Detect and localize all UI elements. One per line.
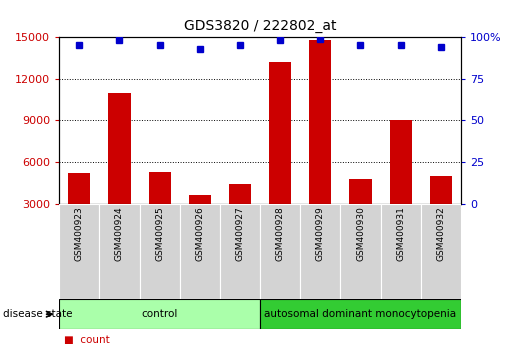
Bar: [430, 176, 452, 204]
Bar: [59, 204, 99, 299]
Title: GDS3820 / 222802_at: GDS3820 / 222802_at: [184, 19, 336, 33]
Bar: [260, 204, 300, 299]
Bar: [269, 62, 291, 204]
Bar: [99, 204, 140, 299]
Bar: [189, 195, 211, 204]
Text: GSM400928: GSM400928: [276, 206, 285, 261]
Text: control: control: [142, 309, 178, 319]
Bar: [421, 204, 461, 299]
Text: GSM400923: GSM400923: [75, 206, 84, 261]
Bar: [59, 299, 260, 329]
Bar: [229, 184, 251, 204]
Bar: [381, 204, 421, 299]
Bar: [390, 120, 411, 204]
Text: GSM400924: GSM400924: [115, 206, 124, 261]
Text: GSM400929: GSM400929: [316, 206, 325, 261]
Bar: [310, 40, 331, 204]
Bar: [340, 204, 381, 299]
Bar: [140, 204, 180, 299]
Bar: [300, 204, 340, 299]
Bar: [180, 204, 220, 299]
Bar: [260, 299, 461, 329]
Bar: [220, 204, 260, 299]
Bar: [68, 173, 90, 204]
Bar: [350, 179, 371, 204]
Text: GSM400931: GSM400931: [396, 206, 405, 261]
Bar: [149, 172, 170, 204]
Text: GSM400925: GSM400925: [155, 206, 164, 261]
Text: autosomal dominant monocytopenia: autosomal dominant monocytopenia: [264, 309, 457, 319]
Text: ■  count: ■ count: [64, 335, 110, 344]
Bar: [109, 93, 130, 204]
Text: GSM400926: GSM400926: [195, 206, 204, 261]
Text: GSM400932: GSM400932: [436, 206, 445, 261]
Text: disease state: disease state: [3, 309, 72, 319]
Text: GSM400927: GSM400927: [235, 206, 245, 261]
Text: GSM400930: GSM400930: [356, 206, 365, 261]
